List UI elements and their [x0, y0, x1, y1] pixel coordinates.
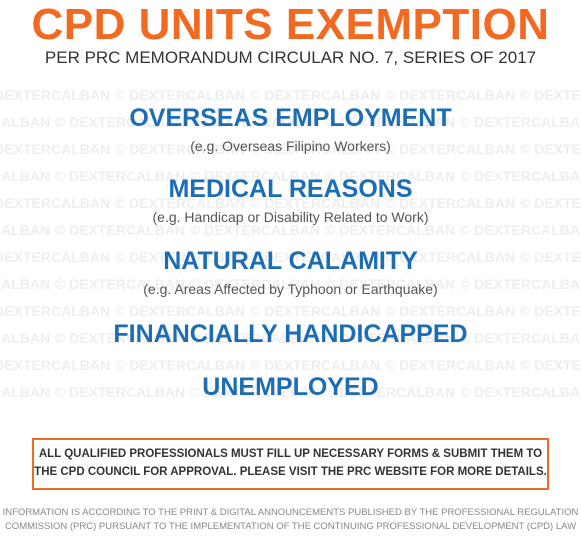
watermark-text: © DEXTERCALBAN: [115, 195, 245, 211]
watermark-text: © DEXTERCALBAN: [460, 168, 581, 184]
watermark-text: © DEXTERCALBAN: [325, 384, 455, 400]
watermark-text: © DEXTERCALBAN: [115, 87, 245, 103]
watermark-text: © DEXTERCALBAN: [325, 168, 455, 184]
item-title: UNEMPLOYED: [202, 373, 379, 401]
watermark-text: © DEXTERCALBAN: [385, 249, 515, 265]
watermark-text: © DEXTERCALBAN: [460, 330, 581, 346]
footer-line: COMMISSION (PRC) PURSUANT TO THE IMPLEME…: [4, 521, 577, 532]
watermark-text: © DEXTERCALBAN: [55, 276, 185, 292]
notice-line: THE CPD COUNCIL FOR APPROVAL. PLEASE VIS…: [34, 466, 547, 478]
watermark-text: © DEXTERCALBAN: [325, 276, 455, 292]
watermark-text: © DEXTERCALBAN: [190, 276, 320, 292]
watermark-text: © DEXTERCALBAN: [190, 222, 320, 238]
watermark-text: © DEXTERCALBAN: [55, 222, 185, 238]
watermark-text: © DEXTERCALBAN: [0, 195, 110, 211]
watermark-text: © DEXTERCALBAN: [0, 330, 50, 346]
watermark-text: © DEXTERCALBAN: [385, 195, 515, 211]
notice-box: ALL QUALIFIED PROFESSIONALS MUST FILL UP…: [32, 438, 549, 490]
watermark-text: © DEXTERCALBAN: [250, 195, 380, 211]
watermark-text: © DEXTERCALBAN: [520, 195, 581, 211]
watermark-text: © DEXTERCALBAN: [520, 249, 581, 265]
watermark-text: © DEXTERCALBAN: [460, 276, 581, 292]
item-note: (e.g. Handicap or Disability Related to …: [152, 209, 429, 225]
watermark-text: © DEXTERCALBAN: [190, 168, 320, 184]
watermark-text: © DEXTERCALBAN: [520, 303, 581, 319]
title: CPD UNITS EXEMPTION: [31, 0, 550, 49]
watermark-text: © DEXTERCALBAN: [250, 249, 380, 265]
watermark-text: © DEXTERCALBAN: [115, 141, 245, 157]
watermark-text: © DEXTERCALBAN: [0, 141, 110, 157]
watermark: © DEXTERCALBAN © DEXTERCALBAN © DEXTERCALB…: [0, 87, 581, 400]
watermark-text: © DEXTERCALBAN: [250, 303, 380, 319]
watermark-text: © DEXTERCALBAN: [385, 87, 515, 103]
watermark-text: © DEXTERCALBAN: [325, 222, 455, 238]
watermark-text: © DEXTERCALBAN: [250, 141, 380, 157]
watermark-text: © DEXTERCALBAN: [0, 357, 110, 373]
watermark-text: © DEXTERCALBAN: [0, 276, 50, 292]
watermark-text: © DEXTERCALBAN: [460, 384, 581, 400]
watermark-text: © DEXTERCALBAN: [0, 222, 50, 238]
watermark-text: © DEXTERCALBAN: [520, 357, 581, 373]
watermark-text: © DEXTERCALBAN: [460, 114, 581, 130]
watermark-text: © DEXTERCALBAN: [460, 222, 581, 238]
watermark-text: © DEXTERCALBAN: [115, 249, 245, 265]
watermark-text: © DEXTERCALBAN: [385, 303, 515, 319]
watermark-text: © DEXTERCALBAN: [385, 141, 515, 157]
watermark-text: © DEXTERCALBAN: [0, 168, 50, 184]
watermark-text: © DEXTERCALBAN: [0, 114, 50, 130]
watermark-text: © DEXTERCALBAN: [190, 330, 320, 346]
item-note: (e.g. Areas Affected by Typhoon or Earth…: [143, 281, 438, 297]
subtitle: PER PRC MEMORANDUM CIRCULAR NO. 7, SERIE…: [44, 48, 537, 67]
watermark-text: © DEXTERCALBAN: [115, 303, 245, 319]
watermark-text: © DEXTERCALBAN: [520, 87, 581, 103]
item-title: OVERSEAS EMPLOYMENT: [129, 104, 452, 132]
notice-line: ALL QUALIFIED PROFESSIONALS MUST FILL UP…: [38, 448, 543, 460]
watermark-text: © DEXTERCALBAN: [55, 330, 185, 346]
watermark-text: © DEXTERCALBAN: [250, 357, 380, 373]
footer-line: INFORMATION IS ACCORDING TO THE PRINT & …: [2, 507, 579, 518]
watermark-text: © DEXTERCALBAN: [0, 87, 110, 103]
watermark-text: © DEXTERCALBAN: [325, 114, 455, 130]
item-title: NATURAL CALAMITY: [163, 247, 418, 275]
watermark-text: © DEXTERCALBAN: [55, 168, 185, 184]
item-title: FINANCIALLY HANDICAPPED: [113, 320, 468, 348]
watermark-text: © DEXTERCALBAN: [385, 357, 515, 373]
watermark-text: © DEXTERCALBAN: [190, 114, 320, 130]
watermark-text: © DEXTERCALBAN: [55, 384, 185, 400]
watermark-text: © DEXTERCALBAN: [0, 303, 110, 319]
watermark-text: © DEXTERCALBAN: [190, 384, 320, 400]
item-note: (e.g. Overseas Filipino Workers): [190, 138, 391, 154]
watermark-text: © DEXTERCALBAN: [325, 330, 455, 346]
watermark-text: © DEXTERCALBAN: [520, 141, 581, 157]
watermark-text: © DEXTERCALBAN: [0, 384, 50, 400]
watermark-text: © DEXTERCALBAN: [0, 249, 110, 265]
watermark-text: © DEXTERCALBAN: [250, 87, 380, 103]
watermark-text: © DEXTERCALBAN: [55, 114, 185, 130]
watermark-text: © DEXTERCALBAN: [115, 357, 245, 373]
item-title: MEDICAL REASONS: [168, 175, 413, 203]
